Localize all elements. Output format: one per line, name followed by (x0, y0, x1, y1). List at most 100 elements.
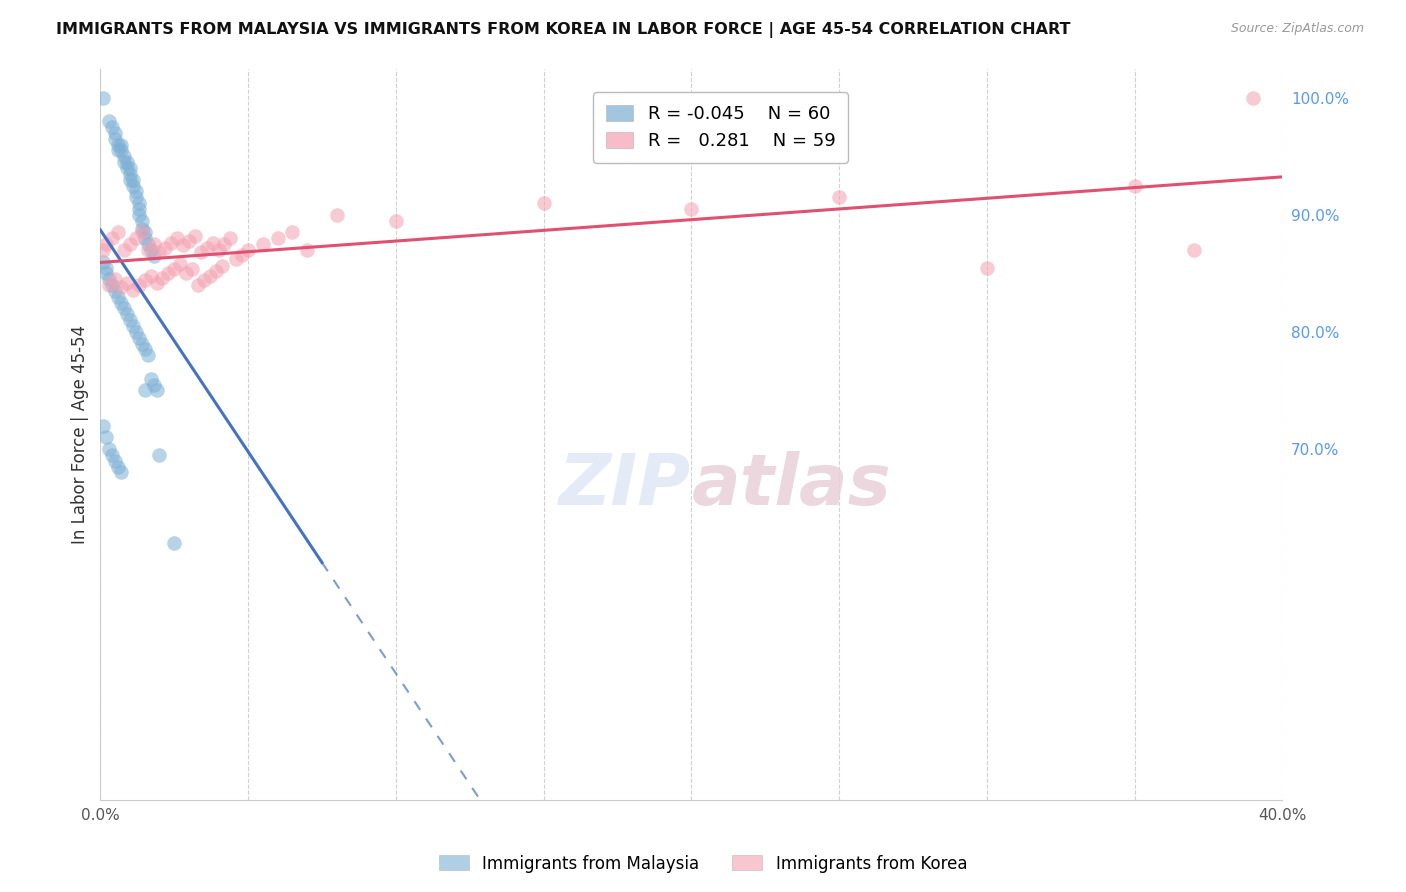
Point (101, 278, 124, 293)
Point (225, 252, 247, 267)
Point (101, 120, 124, 134)
Point (326, 208, 349, 222)
Point (128, 331, 150, 345)
Point (91, 418, 114, 433)
Point (190, 245, 212, 260)
Point (145, 384, 167, 398)
Point (148, 245, 170, 260)
Point (219, 231, 242, 245)
Point (214, 237, 236, 252)
Point (112, 155, 135, 169)
Point (115, 276, 138, 290)
Point (198, 268, 221, 283)
Point (110, 137, 132, 152)
Point (98, 272, 121, 286)
Point (136, 348, 159, 362)
Text: Source: ZipAtlas.com: Source: ZipAtlas.com (1230, 22, 1364, 36)
Point (91, 254, 114, 268)
Point (681, 202, 703, 216)
Point (91, 243, 114, 257)
Point (128, 278, 150, 293)
Point (266, 231, 288, 245)
Point (101, 231, 124, 245)
Point (115, 161, 138, 175)
Point (139, 372, 162, 386)
Point (1241, 91, 1264, 105)
Point (177, 234, 200, 248)
Point (131, 213, 153, 227)
Point (104, 126, 127, 140)
Point (163, 535, 186, 549)
Point (115, 307, 138, 321)
Point (134, 273, 156, 287)
Point (181, 261, 204, 276)
Point (1182, 243, 1205, 257)
Point (193, 273, 215, 287)
Point (118, 167, 141, 181)
Point (110, 466, 132, 480)
Point (142, 377, 165, 392)
Point (828, 190, 851, 204)
Point (107, 226, 129, 240)
Point (281, 226, 304, 240)
Point (136, 237, 159, 252)
Point (152, 271, 174, 285)
Point (236, 243, 259, 257)
Point (166, 231, 188, 245)
Point (976, 260, 998, 275)
Point (98, 114, 121, 128)
Point (128, 196, 150, 211)
Point (104, 284, 127, 298)
Point (131, 222, 153, 236)
Point (121, 178, 143, 193)
Point (211, 260, 233, 274)
Point (157, 266, 180, 280)
Point (107, 144, 129, 158)
Point (1123, 178, 1146, 193)
Text: IMMIGRANTS FROM MALAYSIA VS IMMIGRANTS FROM KOREA IN LABOR FORCE | AGE 45-54 COR: IMMIGRANTS FROM MALAYSIA VS IMMIGRANTS F… (56, 22, 1071, 38)
Point (110, 280, 132, 294)
Point (112, 301, 135, 316)
Point (201, 235, 224, 250)
Point (107, 290, 129, 304)
Point (148, 448, 170, 462)
Point (96, 266, 118, 280)
Point (98, 278, 121, 293)
Point (118, 161, 141, 175)
Point (385, 213, 408, 227)
Point (163, 261, 186, 276)
Point (118, 172, 141, 186)
Point (297, 243, 319, 257)
Point (112, 149, 135, 163)
Point (104, 453, 127, 467)
Point (125, 231, 148, 245)
Point (172, 238, 194, 252)
Point (121, 319, 143, 334)
Point (125, 190, 148, 204)
Point (155, 241, 177, 255)
Point (136, 243, 159, 257)
Point (110, 144, 132, 158)
Point (139, 243, 162, 257)
Point (142, 249, 165, 263)
Point (96, 430, 118, 444)
Point (252, 237, 274, 252)
Point (131, 226, 153, 240)
Point (107, 137, 129, 152)
Y-axis label: In Labor Force | Age 45-54: In Labor Force | Age 45-54 (72, 325, 89, 544)
Point (125, 185, 148, 199)
Point (121, 172, 143, 186)
Point (96, 260, 118, 275)
Point (184, 228, 207, 243)
Point (101, 448, 124, 462)
Point (174, 266, 197, 280)
Point (110, 295, 132, 310)
Text: ZIP: ZIP (560, 451, 692, 520)
Point (134, 226, 156, 240)
Point (204, 264, 226, 278)
Point (128, 208, 150, 222)
Point (107, 459, 129, 474)
Point (118, 237, 141, 252)
Point (231, 247, 253, 261)
Point (139, 268, 162, 283)
